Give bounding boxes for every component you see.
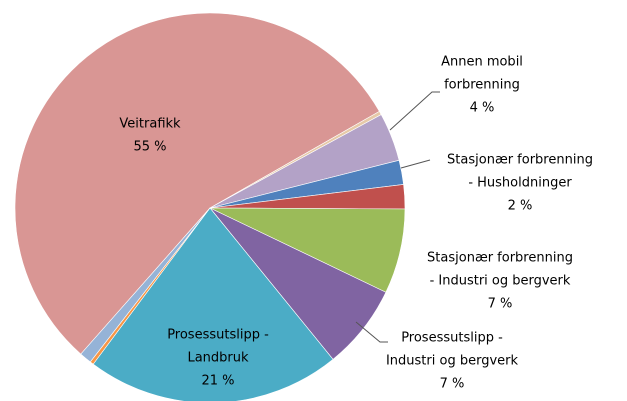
pie-slice xyxy=(80,207,211,363)
value-label: 2 % xyxy=(508,199,533,214)
slice-label: Veitrafikk xyxy=(119,117,181,132)
leader-line xyxy=(400,159,431,169)
pie-slice xyxy=(14,12,380,355)
slice-label: Stasjonær forbrenning xyxy=(427,251,573,266)
slice-label: Stasjonær forbrenning xyxy=(447,153,593,168)
slice-label: Industri og bergverk xyxy=(386,354,519,369)
pie-slice xyxy=(92,207,334,401)
leader-lines xyxy=(355,91,440,343)
slice-label: Landbruk xyxy=(187,351,249,366)
value-label: 4 % xyxy=(470,101,495,116)
slice-label: Annen mobil xyxy=(441,55,523,70)
value-label: 55 % xyxy=(133,140,166,155)
leader-line xyxy=(389,91,440,131)
leader-line xyxy=(355,321,388,343)
pie xyxy=(14,12,406,401)
slice-label: - Husholdninger xyxy=(468,176,572,191)
slice-label: forbrenning xyxy=(444,78,520,93)
slice-label: - Industri og bergverk xyxy=(430,274,571,289)
value-label: 21 % xyxy=(201,374,234,389)
slice-label: Prosessutslipp - xyxy=(401,331,503,346)
slice-label: Prosessutslipp - xyxy=(167,328,269,343)
value-label: 7 % xyxy=(488,297,513,312)
value-label: 7 % xyxy=(440,377,465,392)
